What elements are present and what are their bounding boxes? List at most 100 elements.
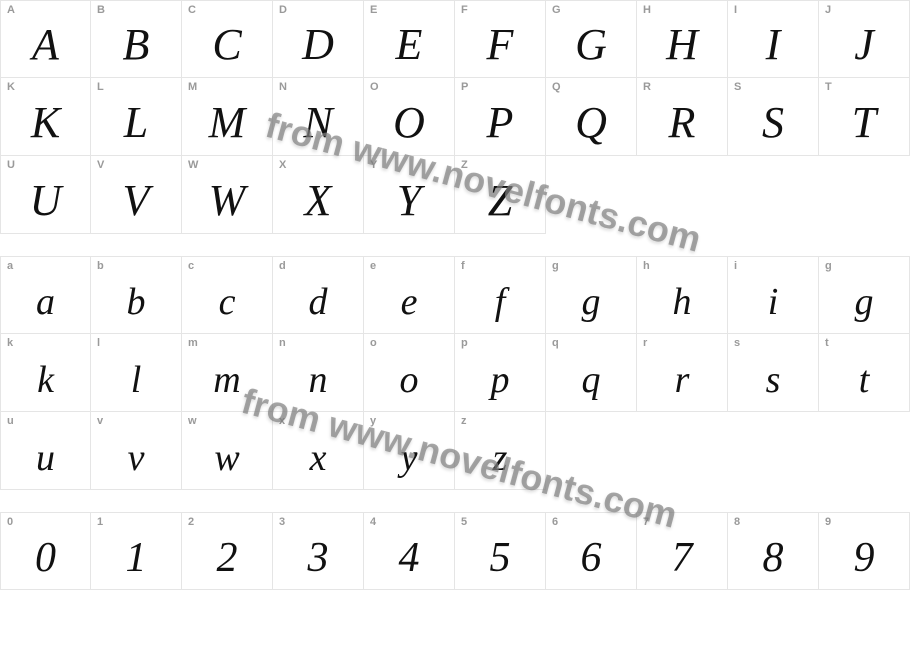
cell-glyph: V: [91, 179, 181, 223]
cell-glyph: y: [364, 439, 454, 477]
cell-glyph: w: [182, 439, 272, 477]
cell-label: 1: [97, 516, 103, 528]
cell-glyph: d: [273, 283, 363, 321]
glyph-cell: 33: [273, 512, 364, 590]
cell-glyph: i: [728, 283, 818, 321]
glyph-cell: TT: [819, 78, 910, 156]
glyph-cell: UU: [0, 156, 91, 234]
cell-label: r: [643, 337, 648, 349]
glyph-cell: tt: [819, 334, 910, 412]
cell-glyph: T: [819, 101, 909, 145]
cell-glyph: F: [455, 23, 545, 67]
cell-glyph: q: [546, 361, 636, 399]
cell-label: b: [97, 260, 104, 272]
glyph-cell: vv: [91, 412, 182, 490]
cell-label: c: [188, 260, 194, 272]
row-digits-0: 00 11 22 33 44 55 66 77 88 99: [0, 512, 910, 590]
cell-label: E: [370, 4, 378, 16]
glyph-cell: 77: [637, 512, 728, 590]
cell-glyph: 5: [455, 537, 545, 579]
cell-label: M: [188, 81, 197, 93]
glyph-cell: ii: [728, 256, 819, 334]
glyph-cell: hh: [637, 256, 728, 334]
cell-label: z: [461, 415, 467, 427]
glyph-cell: WW: [182, 156, 273, 234]
glyph-cell: DD: [273, 0, 364, 78]
glyph-cell: ZZ: [455, 156, 546, 234]
cell-glyph: N: [273, 101, 363, 145]
glyph-cell: aa: [0, 256, 91, 334]
cell-glyph: 2: [182, 537, 272, 579]
glyph-cell: ee: [364, 256, 455, 334]
cell-glyph: l: [91, 361, 181, 399]
cell-glyph: 1: [91, 537, 181, 579]
glyph-cell: EE: [364, 0, 455, 78]
cell-label: v: [97, 415, 103, 427]
glyph-cell: HH: [637, 0, 728, 78]
cell-label: p: [461, 337, 468, 349]
cell-glyph: Y: [364, 179, 454, 223]
cell-label: n: [279, 337, 286, 349]
cell-glyph: o: [364, 361, 454, 399]
cell-label: 3: [279, 516, 285, 528]
cell-label: k: [7, 337, 13, 349]
glyph-cell: PP: [455, 78, 546, 156]
row-lower-0: aa bb cc dd ee ff gg hh ii gg: [0, 256, 910, 334]
glyph-cell: GG: [546, 0, 637, 78]
cell-glyph: I: [728, 23, 818, 67]
cell-label: 2: [188, 516, 194, 528]
cell-glyph: H: [637, 23, 727, 67]
cell-label: A: [7, 4, 15, 16]
glyph-cell: 66: [546, 512, 637, 590]
glyph-cell: QQ: [546, 78, 637, 156]
cell-label: X: [279, 159, 287, 171]
cell-label: Q: [552, 81, 561, 93]
cell-glyph: Z: [455, 179, 545, 223]
cell-label: W: [188, 159, 199, 171]
cell-label: V: [97, 159, 105, 171]
glyph-cell: KK: [0, 78, 91, 156]
cell-label: F: [461, 4, 468, 16]
glyph-cell: oo: [364, 334, 455, 412]
cell-glyph: 8: [728, 537, 818, 579]
cell-label: R: [643, 81, 651, 93]
cell-label: h: [643, 260, 650, 272]
cell-label: x: [279, 415, 285, 427]
cell-glyph: c: [182, 283, 272, 321]
cell-glyph: p: [455, 361, 545, 399]
cell-label: D: [279, 4, 287, 16]
cell-glyph: b: [91, 283, 181, 321]
cell-glyph: A: [1, 23, 90, 67]
glyph-cell: kk: [0, 334, 91, 412]
cell-label: u: [7, 415, 14, 427]
cell-glyph: X: [273, 179, 363, 223]
cell-label: B: [97, 4, 105, 16]
cell-label: P: [461, 81, 469, 93]
glyph-cell: mm: [182, 334, 273, 412]
glyph-cell: gg: [546, 256, 637, 334]
glyph-cell: ll: [91, 334, 182, 412]
glyph-cell: RR: [637, 78, 728, 156]
cell-glyph: W: [182, 179, 272, 223]
cell-glyph: K: [1, 101, 90, 145]
cell-glyph: E: [364, 23, 454, 67]
row-lower-1: kk ll mm nn oo pp qq rr ss tt: [0, 334, 910, 412]
cell-label: 4: [370, 516, 376, 528]
cell-glyph: r: [637, 361, 727, 399]
cell-label: L: [97, 81, 104, 93]
glyph-cell: 88: [728, 512, 819, 590]
uppercase-section: AA BB CC DD EE FF GG HH II JJ KK LL MM N…: [0, 0, 910, 234]
cell-label: w: [188, 415, 197, 427]
cell-glyph: g: [819, 283, 909, 321]
cell-label: 9: [825, 516, 831, 528]
cell-label: I: [734, 4, 737, 16]
cell-label: y: [370, 415, 376, 427]
glyph-cell: JJ: [819, 0, 910, 78]
cell-label: l: [97, 337, 100, 349]
row-upper-2: UU VV WW XX YY ZZ: [0, 156, 910, 234]
glyph-cell: II: [728, 0, 819, 78]
cell-glyph: 4: [364, 537, 454, 579]
cell-glyph: Q: [546, 101, 636, 145]
cell-glyph: s: [728, 361, 818, 399]
cell-label: H: [643, 4, 651, 16]
